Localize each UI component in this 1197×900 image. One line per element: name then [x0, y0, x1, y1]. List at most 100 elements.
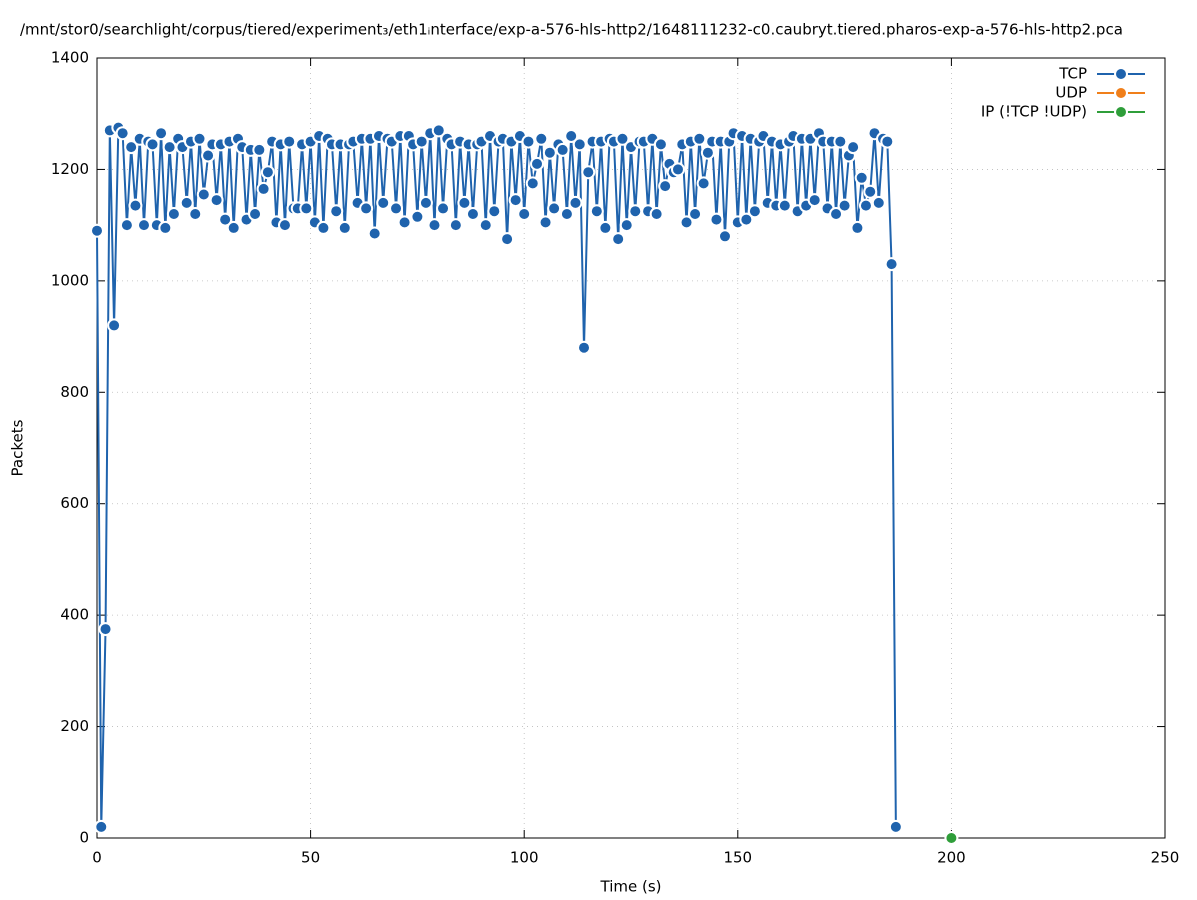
data-point — [833, 134, 848, 149]
data-point — [670, 162, 685, 177]
y-tick-label: 1400 — [51, 49, 89, 67]
data-point — [376, 195, 391, 210]
data-point — [457, 195, 472, 210]
data-point — [465, 207, 480, 221]
data-point — [538, 215, 553, 230]
data-point — [688, 207, 703, 221]
data-point — [119, 218, 134, 233]
y-tick-label: 800 — [60, 383, 89, 401]
chart-title: /mnt/stor0/searchlight/corpus/tiered/exp… — [20, 21, 1123, 39]
data-point — [389, 201, 404, 216]
data-point — [397, 215, 412, 230]
data-point — [90, 223, 104, 238]
data-point — [777, 198, 792, 213]
data-point — [414, 134, 429, 149]
data-point — [115, 126, 130, 141]
data-point — [418, 195, 433, 210]
x-tick-label: 150 — [723, 849, 752, 867]
data-point — [530, 156, 545, 171]
data-point — [611, 232, 626, 247]
data-point — [589, 204, 604, 219]
data-point — [884, 257, 899, 272]
data-point — [679, 215, 694, 230]
data-point — [166, 207, 181, 221]
data-point — [410, 209, 425, 224]
y-tick-label: 600 — [60, 494, 89, 512]
data-point — [252, 142, 267, 157]
data-point — [500, 232, 515, 247]
data-point — [521, 134, 536, 149]
legend-label: TCP — [1058, 65, 1087, 83]
data-point — [944, 831, 959, 845]
data-point — [478, 218, 493, 233]
data-point — [337, 220, 352, 235]
data-point — [717, 229, 732, 244]
plot-border — [96, 57, 1166, 839]
data-point — [547, 201, 562, 216]
data-point — [359, 201, 374, 216]
data-point — [98, 622, 113, 637]
data-point — [598, 220, 613, 235]
legend-label: UDP — [1055, 84, 1087, 102]
data-point — [572, 137, 587, 152]
data-point — [559, 207, 574, 221]
data-point — [854, 170, 869, 185]
data-point — [158, 220, 173, 235]
data-point — [564, 129, 579, 143]
data-point — [653, 137, 668, 152]
data-point — [94, 819, 109, 834]
data-point — [192, 131, 207, 146]
y-tick-label: 1000 — [51, 271, 89, 289]
data-point — [619, 218, 634, 233]
y-tick-label: 0 — [79, 829, 89, 847]
data-point — [226, 220, 241, 235]
y-axis-label: Packets — [9, 419, 27, 476]
data-point — [525, 176, 540, 191]
data-point — [299, 201, 314, 216]
data-point — [154, 126, 169, 141]
legend-marker — [1114, 86, 1128, 100]
data-point — [837, 198, 852, 213]
data-point — [863, 184, 878, 199]
data-point — [880, 134, 895, 149]
data-point — [145, 137, 160, 152]
y-tick-label: 400 — [60, 606, 89, 624]
data-point — [277, 218, 292, 233]
data-point — [807, 193, 822, 208]
data-point — [555, 142, 570, 157]
data-point — [696, 176, 711, 191]
data-point — [747, 204, 762, 219]
data-point — [188, 207, 203, 221]
series-line — [96, 124, 897, 827]
x-axis-label: Time (s) — [600, 878, 662, 896]
data-point — [858, 198, 873, 213]
legend-marker — [1114, 67, 1128, 81]
x-tick-label: 100 — [510, 849, 539, 867]
data-point — [256, 181, 271, 196]
data-point — [260, 165, 275, 180]
x-tick-label: 250 — [1151, 849, 1180, 867]
x-tick-label: 50 — [301, 849, 320, 867]
data-point — [487, 204, 502, 219]
legend-label: IP (!TCP !UDP) — [981, 103, 1087, 121]
data-point — [739, 212, 754, 227]
data-point — [196, 187, 211, 202]
data-point — [179, 195, 194, 210]
data-point — [282, 134, 297, 149]
data-point — [427, 218, 442, 233]
data-point — [128, 198, 143, 213]
data-point — [581, 165, 596, 180]
data-point — [871, 195, 886, 210]
data-point — [888, 819, 903, 834]
y-tick-label: 1200 — [51, 160, 89, 178]
data-point — [436, 201, 451, 216]
data-point — [431, 123, 446, 138]
data-point — [628, 204, 643, 219]
data-point — [136, 218, 151, 233]
x-tick-label: 0 — [92, 849, 102, 867]
data-point — [124, 140, 139, 155]
data-point — [517, 207, 532, 221]
y-tick-label: 200 — [60, 717, 89, 735]
